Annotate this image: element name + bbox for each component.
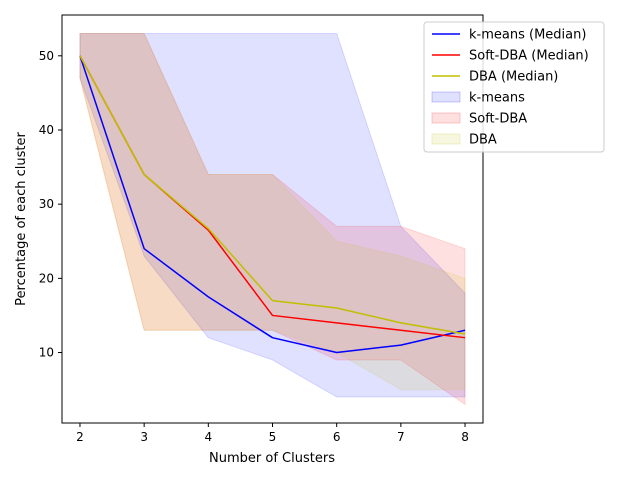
legend-box [423, 21, 605, 153]
legend: k-means (Median) Soft-DBA (Median) DBA (Me… [423, 21, 605, 153]
band-k-means [79, 33, 466, 398]
y-ticks: 10 20 30 40 50 [39, 49, 62, 360]
legend-label-k-means-band: k-means [469, 91, 525, 106]
y-tick-label: 30 [39, 197, 54, 211]
x-tick-label: 7 [397, 430, 405, 444]
x-tick-label: 3 [140, 430, 148, 444]
legend-label-dba-median: DBA (Median) [469, 70, 558, 85]
y-axis-label: Percentage of each cluster [14, 132, 29, 306]
y-tick-label: 50 [39, 49, 54, 63]
series-line-k-means-median [79, 55, 466, 354]
x-axis-label: Number of Clusters [209, 451, 335, 466]
legend-label-k-means-median: k-means (Median) [469, 28, 586, 43]
legend-swatch-k-means-band [431, 91, 461, 103]
x-tick-label: 4 [205, 430, 213, 444]
y-tick-label: 10 [39, 346, 54, 360]
x-tick-label: 2 [76, 430, 84, 444]
legend-label-dba-band: DBA [469, 133, 497, 148]
x-ticks: 2 3 4 5 6 7 8 [76, 423, 469, 444]
legend-swatch-dba-band [431, 133, 461, 145]
legend-swatch-soft-dba-band [431, 112, 461, 124]
legend-label-soft-dba-band: Soft-DBA [469, 112, 527, 127]
band-dba [79, 33, 466, 391]
x-tick-label: 5 [269, 430, 277, 444]
x-tick-label: 8 [461, 430, 469, 444]
series-line-dba-median [79, 55, 466, 335]
legend-label-soft-dba-median: Soft-DBA (Median) [469, 49, 589, 64]
lines-layer [79, 55, 466, 354]
y-tick-label: 20 [39, 271, 54, 285]
band-soft-dba [79, 33, 466, 406]
bands-layer [79, 33, 466, 406]
y-tick-label: 40 [39, 123, 54, 137]
x-tick-label: 6 [333, 430, 341, 444]
